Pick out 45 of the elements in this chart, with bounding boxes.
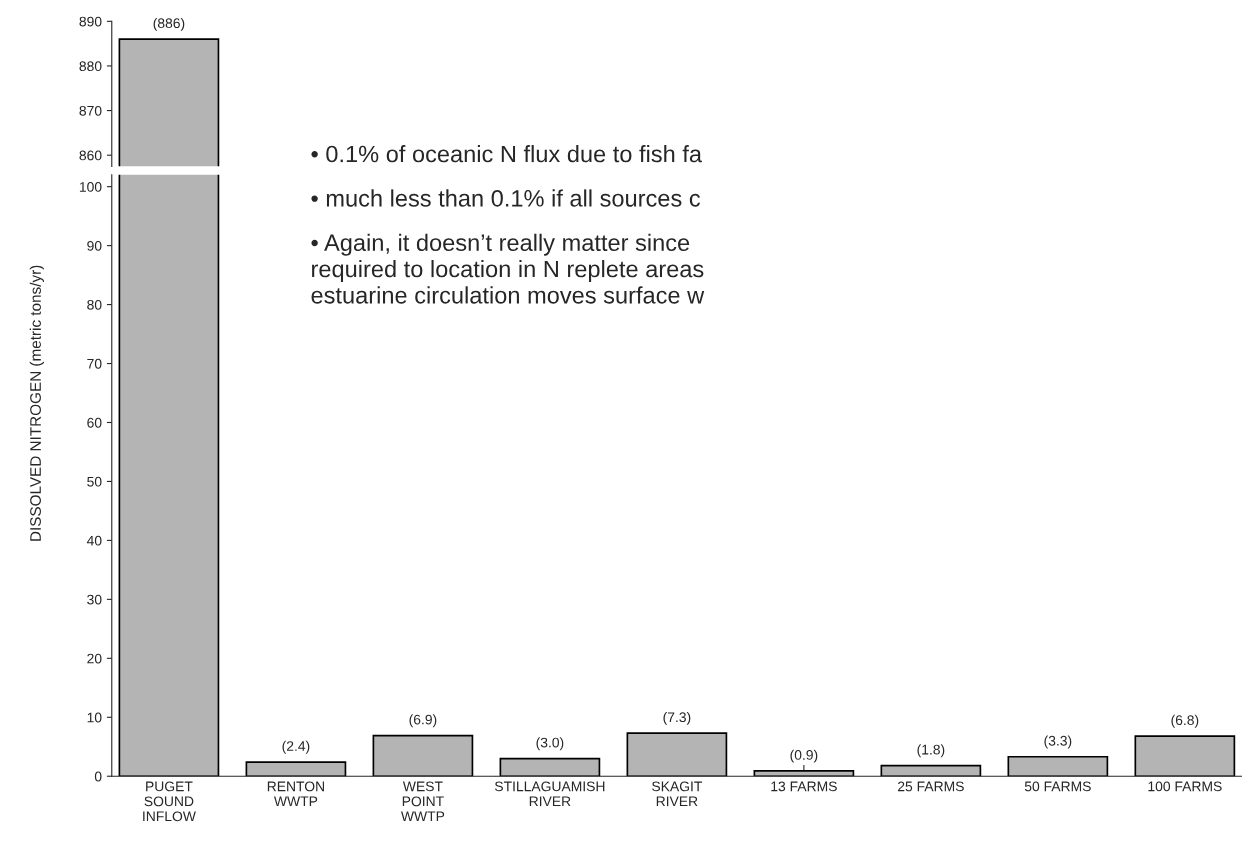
bar <box>626 732 728 777</box>
data-label: (886) <box>153 17 185 31</box>
data-label: (0.9) <box>790 749 818 763</box>
bar <box>499 757 601 777</box>
y-tick-label: 860 <box>79 150 102 161</box>
x-tick-label: PUGET SOUND INFLOW <box>143 781 196 822</box>
data-label: (1.8) <box>917 744 945 758</box>
y-tick-label: 60 <box>87 417 102 428</box>
annotation: • Again, it doesn’t really matter since required to location in N replete areas estuarine circulation moves surface w <box>311 233 705 304</box>
x-tick-label: WEST POINT WWTP <box>400 781 445 822</box>
y-tick-label: 880 <box>79 61 102 72</box>
y-tick-label: 100 <box>79 181 102 192</box>
y-tick-label: 70 <box>87 358 102 369</box>
bar <box>753 770 855 777</box>
x-tick-label: SKAGIT RIVER <box>652 781 703 807</box>
data-label: (6.9) <box>409 714 437 728</box>
x-tick-label: STILLAGUAMISH RIVER <box>494 781 605 807</box>
x-tick-label: 25 FARMS <box>897 781 964 792</box>
bar <box>372 734 474 777</box>
y-tick-label: 90 <box>87 240 102 251</box>
data-label: (2.4) <box>282 740 310 754</box>
data-label: (6.8) <box>1171 714 1199 728</box>
y-tick-label: 870 <box>79 105 102 116</box>
data-label: (7.3) <box>663 711 691 725</box>
bar <box>245 761 347 777</box>
y-tick-label: 0 <box>94 771 102 782</box>
y-tick-label: 40 <box>86 535 102 546</box>
bar <box>880 764 982 777</box>
annotation: • much less than 0.1% if all sources c <box>311 189 701 207</box>
bar <box>1007 755 1109 777</box>
y-tick-label: 50 <box>87 476 102 487</box>
data-label: (3.0) <box>536 737 564 751</box>
x-tick-label: 13 FARMS <box>771 781 837 792</box>
data-label: (3.3) <box>1044 735 1072 749</box>
x-tick-label: RENTON WWTP <box>267 781 324 807</box>
y-tick-label: 10 <box>87 712 102 723</box>
y-tick-label: 890 <box>79 16 102 27</box>
y-tick-label: 30 <box>87 594 102 605</box>
y-tick-label: 80 <box>87 299 102 310</box>
x-tick-label: 100 FARMS <box>1148 781 1222 792</box>
y-tick-label: 20 <box>87 653 102 664</box>
bar <box>1134 735 1236 777</box>
x-tick-label: 50 FARMS <box>1024 781 1091 792</box>
y-axis-title: DISSOLVED NITROGEN (metric tons/yr) <box>29 265 44 541</box>
annotation: • 0.1% of oceanic N flux due to fish fa <box>311 145 703 163</box>
